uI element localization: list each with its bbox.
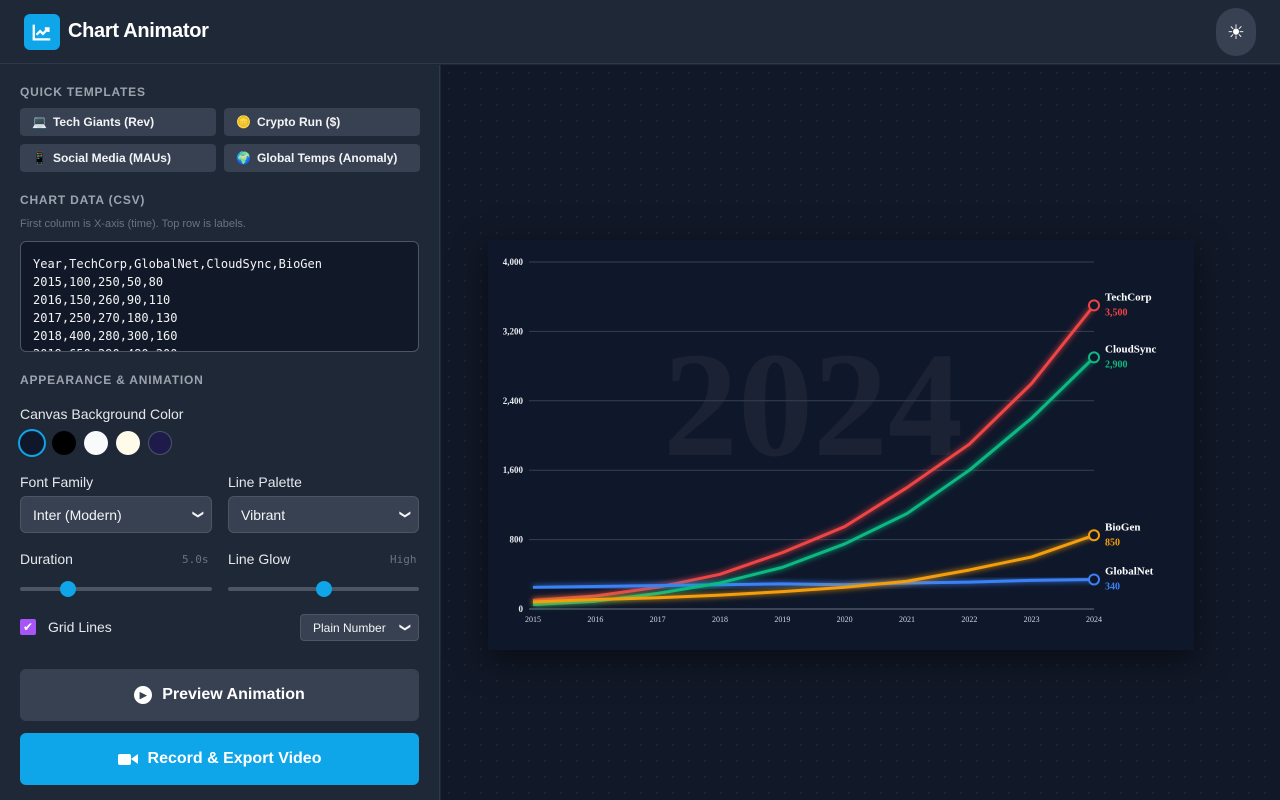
- series-end-marker: [1088, 299, 1100, 312]
- series-name-label: CloudSync: [1105, 343, 1156, 355]
- y-tick-label: 800: [510, 535, 524, 545]
- line-glow-value: High: [390, 553, 417, 566]
- bg-color-swatch[interactable]: [116, 431, 140, 455]
- template-crypto-run[interactable]: 🪙 Crypto Run ($): [224, 108, 420, 136]
- grid-lines-label: Grid Lines: [48, 619, 112, 635]
- duration-slider-thumb[interactable]: [60, 581, 76, 597]
- y-tick-label: 2,400: [503, 396, 524, 406]
- bg-color-swatch[interactable]: [148, 431, 172, 455]
- coin-icon: 🪙: [236, 115, 251, 129]
- series-value-label: 3,500: [1105, 307, 1128, 318]
- x-tick-label: 2020: [837, 615, 853, 624]
- series-name-label: GlobalNet: [1105, 566, 1154, 578]
- line-palette-select[interactable]: Vibrant ❯: [228, 496, 419, 533]
- globe-icon: 🌍: [236, 151, 251, 165]
- bg-color-swatch[interactable]: [84, 431, 108, 455]
- template-label: Global Temps (Anomaly): [256, 151, 398, 165]
- font-family-select[interactable]: Inter (Modern) ❯: [20, 496, 212, 533]
- duration-slider[interactable]: [20, 581, 212, 597]
- series-name-label: TechCorp: [1105, 291, 1152, 303]
- chevron-down-icon: ❯: [398, 622, 411, 633]
- check-icon: ✔: [22, 620, 34, 634]
- preview-animation-button[interactable]: ▶ Preview Animation: [20, 669, 419, 721]
- app-header: Chart Animator ☀: [0, 0, 1280, 64]
- video-camera-icon: [117, 753, 138, 765]
- duration-label: Duration: [20, 551, 73, 567]
- app-title: Chart Animator: [68, 20, 209, 42]
- theme-toggle-button[interactable]: ☀: [1216, 8, 1256, 56]
- template-label: Tech Giants (Rev): [52, 115, 155, 129]
- number-format-select[interactable]: Plain Number ❯: [300, 614, 419, 641]
- preview-label: Preview Animation: [162, 686, 305, 703]
- line-chart: 2024 0 800 1,600 2,400 3,200 4,000 2015 2016 2017…: [503, 257, 1157, 624]
- series-value-label: 2,900: [1105, 359, 1128, 370]
- template-label: Social Media (MAUs): [52, 151, 171, 165]
- play-circle-icon: ▶: [134, 686, 153, 704]
- chart-canvas: 2024 0 800 1,600 2,400 3,200 4,000 2015 2016 2017…: [488, 240, 1194, 650]
- x-tick-label: 2024: [1086, 615, 1102, 624]
- series-line-techcorp: [532, 304, 1096, 602]
- x-tick-label: 2018: [712, 615, 728, 624]
- x-tick-label: 2017: [650, 615, 666, 624]
- y-tick-label: 3,200: [503, 326, 524, 336]
- y-tick-label: 0: [519, 604, 524, 614]
- series-end-marker: [1088, 529, 1100, 542]
- sidebar: QUICK TEMPLATES 💻 Tech Giants (Rev) 🪙 Cryp…: [0, 65, 440, 800]
- bg-color-swatch[interactable]: [18, 429, 46, 457]
- year-watermark: 2024: [663, 322, 963, 488]
- grid-lines-checkbox[interactable]: ✔: [20, 619, 36, 635]
- template-tech-giants[interactable]: 💻 Tech Giants (Rev): [20, 108, 216, 136]
- x-tick-label: 2015: [525, 615, 541, 624]
- series-name-label: BioGen: [1105, 521, 1140, 533]
- line-glow-label: Line Glow: [228, 551, 291, 567]
- font-family-label: Font Family: [20, 474, 94, 490]
- x-tick-label: 2019: [774, 615, 790, 624]
- x-tick-label: 2021: [899, 615, 915, 624]
- data-hint: First column is X-axis (time). Top row i…: [20, 218, 246, 230]
- y-tick-label: 1,600: [503, 465, 524, 475]
- series-end-marker: [1088, 573, 1100, 586]
- export-label: Record & Export Video: [147, 750, 322, 767]
- duration-value: 5.0s: [182, 553, 209, 566]
- x-tick-label: 2016: [587, 615, 603, 624]
- series-line-globalnet: [532, 578, 1095, 589]
- laptop-icon: 💻: [32, 115, 47, 129]
- appearance-heading: APPEARANCE & ANIMATION: [20, 373, 204, 387]
- chevron-down-icon: ❯: [398, 509, 411, 520]
- series-line-biogen: [532, 533, 1095, 604]
- y-tick-label: 4,000: [503, 257, 524, 267]
- line-glow-slider[interactable]: [228, 581, 419, 597]
- template-global-temps[interactable]: 🌍 Global Temps (Anomaly): [224, 144, 420, 172]
- template-social-media[interactable]: 📱 Social Media (MAUs): [20, 144, 216, 172]
- x-tick-label: 2022: [961, 615, 977, 624]
- phone-icon: 📱: [32, 151, 47, 165]
- font-family-value: Inter (Modern): [33, 506, 122, 523]
- line-glow-slider-thumb[interactable]: [315, 581, 332, 597]
- templates-heading: QUICK TEMPLATES: [20, 85, 146, 99]
- series-value-label: 340: [1105, 582, 1120, 593]
- series-value-label: 850: [1105, 537, 1120, 548]
- line-palette-value: Vibrant: [241, 506, 286, 523]
- line-palette-label: Line Palette: [228, 474, 302, 490]
- bg-color-swatch[interactable]: [52, 431, 76, 455]
- trending-up-icon: [24, 13, 60, 50]
- data-heading: CHART DATA (CSV): [20, 193, 146, 207]
- bg-color-label: Canvas Background Color: [20, 406, 184, 422]
- preview-area: 2024 0 800 1,600 2,400 3,200 4,000 2015 2016 2017…: [441, 65, 1280, 800]
- csv-input[interactable]: [20, 241, 419, 352]
- x-tick-label: 2023: [1024, 615, 1040, 624]
- record-export-button[interactable]: Record & Export Video: [20, 733, 419, 785]
- number-format-value: Plain Number: [313, 620, 386, 635]
- template-label: Crypto Run ($): [256, 115, 341, 129]
- series-end-marker: [1088, 351, 1100, 364]
- chevron-down-icon: ❯: [191, 509, 204, 520]
- sun-icon: ☀: [1227, 21, 1245, 44]
